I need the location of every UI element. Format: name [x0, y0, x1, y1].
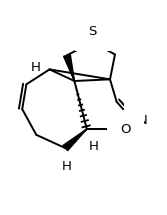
Text: O: O: [120, 123, 131, 136]
Text: H: H: [62, 160, 72, 174]
Text: S: S: [88, 25, 97, 38]
Text: H: H: [31, 61, 40, 74]
Polygon shape: [64, 54, 74, 81]
Text: H: H: [89, 140, 98, 153]
Polygon shape: [63, 129, 87, 151]
Text: N: N: [137, 114, 147, 127]
